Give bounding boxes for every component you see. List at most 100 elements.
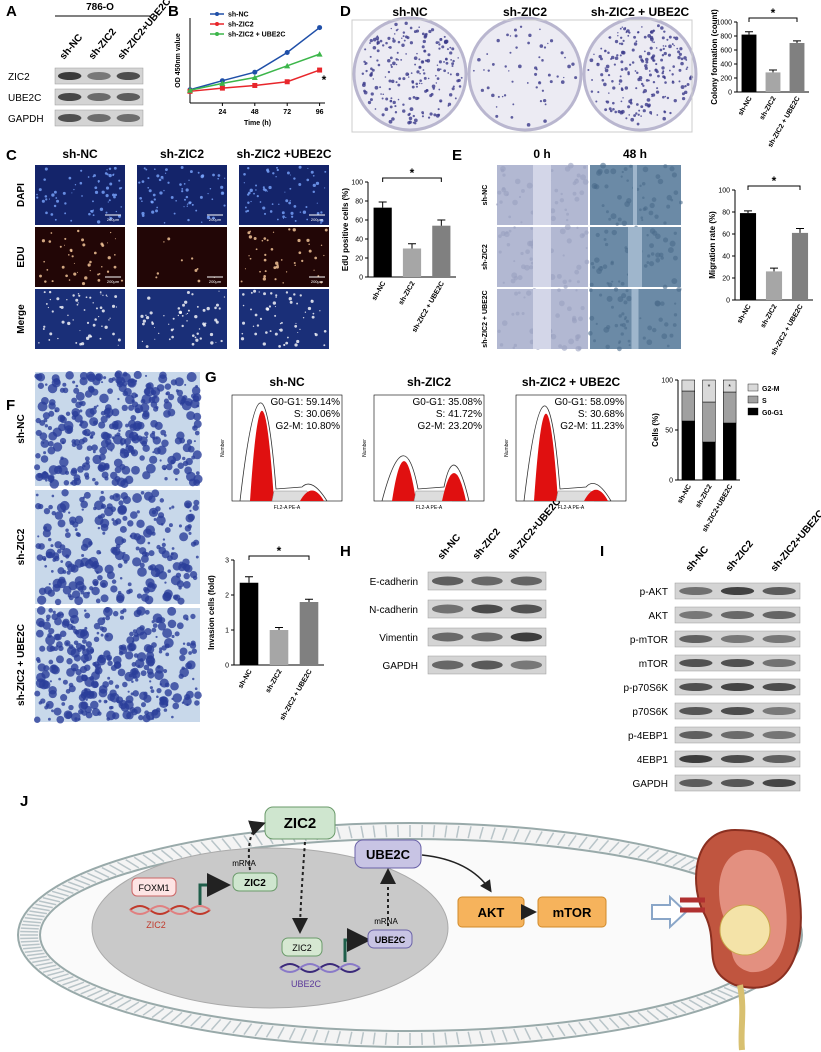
y-axis-label: Invasion cells (fold) xyxy=(207,575,216,650)
colony xyxy=(619,36,623,39)
colony xyxy=(677,55,681,60)
texture xyxy=(506,243,511,247)
colony xyxy=(397,40,401,44)
x-tick-label: sh-NC xyxy=(371,281,387,302)
cell xyxy=(122,515,128,521)
cell xyxy=(87,263,91,267)
cell xyxy=(101,265,103,268)
blot-band xyxy=(720,707,755,715)
stripe xyxy=(524,1027,532,1040)
colony xyxy=(589,58,594,63)
cell xyxy=(47,717,51,721)
cell xyxy=(48,537,52,542)
cell xyxy=(294,324,298,328)
cell xyxy=(272,231,275,233)
cell xyxy=(50,213,54,216)
stripe xyxy=(221,838,232,850)
stripe xyxy=(680,1001,695,1011)
colony xyxy=(609,109,613,113)
colony xyxy=(645,57,649,62)
colony xyxy=(547,73,551,77)
colony xyxy=(612,107,615,111)
blot-band xyxy=(679,731,713,739)
cell xyxy=(53,465,63,475)
colony xyxy=(447,72,450,74)
colony xyxy=(430,92,434,96)
cell xyxy=(292,228,296,232)
x-axis-label: FL2-A PE-A xyxy=(274,505,301,511)
texture xyxy=(646,261,650,264)
y-tick-label: 600 xyxy=(720,48,732,55)
cell xyxy=(202,308,206,312)
cell xyxy=(99,579,108,588)
colony xyxy=(380,93,382,95)
cell xyxy=(74,528,78,532)
cell xyxy=(101,471,109,479)
zic2-mrna: ZIC2 xyxy=(244,878,266,889)
cell xyxy=(144,595,154,605)
cell xyxy=(65,642,69,646)
cell xyxy=(155,436,158,440)
cell xyxy=(323,329,327,333)
cell xyxy=(156,544,161,550)
cell xyxy=(153,406,159,412)
cell xyxy=(111,304,116,308)
cell xyxy=(47,446,56,455)
cell xyxy=(271,203,274,205)
colony xyxy=(438,88,441,91)
cell xyxy=(106,433,112,439)
cell xyxy=(36,606,46,615)
colony xyxy=(390,100,393,102)
texture xyxy=(605,344,610,350)
texture xyxy=(642,166,649,173)
colony xyxy=(388,87,391,91)
stripe xyxy=(87,872,103,881)
cell xyxy=(55,197,58,199)
cell xyxy=(97,273,100,276)
stripe xyxy=(117,999,132,1009)
cell xyxy=(91,586,100,596)
cell xyxy=(66,658,73,665)
column-title: sh-ZIC2 xyxy=(503,5,547,19)
phase-stat: S: 41.72% xyxy=(436,409,482,420)
annotation: * xyxy=(277,544,282,558)
cell xyxy=(194,430,200,436)
cell xyxy=(215,303,219,307)
colony xyxy=(638,55,643,59)
colony xyxy=(370,92,374,96)
cell xyxy=(105,194,109,198)
stripe xyxy=(20,927,39,930)
cell xyxy=(125,429,134,439)
cell xyxy=(163,401,173,410)
cell xyxy=(154,168,156,170)
colony xyxy=(640,105,644,109)
texture xyxy=(604,168,610,175)
stripe xyxy=(56,976,74,983)
cell xyxy=(79,377,88,386)
texture xyxy=(515,311,520,316)
cell xyxy=(85,336,90,340)
cell xyxy=(53,204,57,208)
colony xyxy=(395,81,398,84)
cell xyxy=(98,273,101,275)
cell xyxy=(149,432,156,439)
texture xyxy=(497,329,501,333)
colony xyxy=(412,114,416,118)
stripe xyxy=(655,851,669,863)
colony xyxy=(397,83,401,87)
y-axis-label: Cells (%) xyxy=(651,413,660,447)
colony xyxy=(369,55,372,58)
blot-band xyxy=(57,72,82,80)
cell xyxy=(275,265,279,269)
cell xyxy=(137,421,145,430)
texture xyxy=(566,238,572,244)
colony xyxy=(637,113,640,116)
colony xyxy=(605,64,610,69)
texture xyxy=(575,178,578,181)
row-label: sh-ZIC2 xyxy=(16,528,27,565)
cell xyxy=(64,470,70,475)
stripe xyxy=(56,887,74,894)
colony xyxy=(543,119,547,123)
cell xyxy=(80,543,89,552)
colony xyxy=(661,53,665,57)
